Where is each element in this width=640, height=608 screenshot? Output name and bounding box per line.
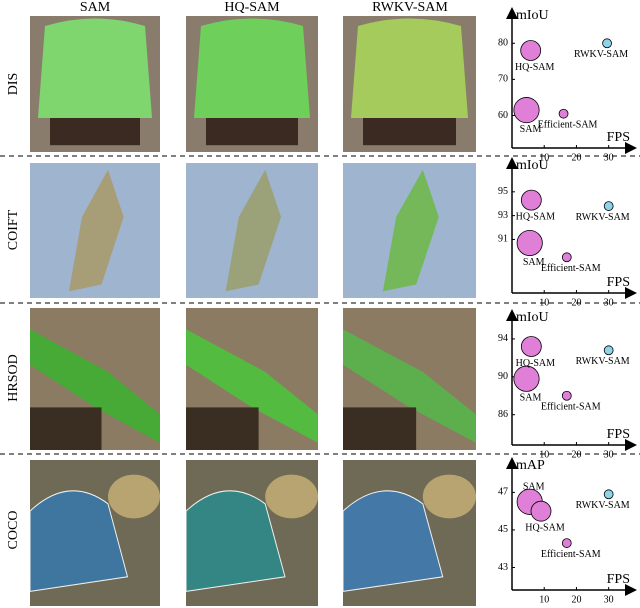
- y-axis-label: mIoU: [516, 310, 549, 325]
- photo-ground: [30, 407, 102, 450]
- segment-mask: [38, 18, 152, 118]
- bubble: [603, 201, 614, 211]
- x-tick-label: 10: [539, 449, 549, 460]
- y-tick-label: 45: [498, 524, 508, 535]
- bubble-label: Efficient-SAM: [541, 402, 601, 413]
- bubble: [513, 97, 540, 124]
- bubble: [520, 189, 542, 211]
- y-tick-label: 93: [498, 210, 508, 221]
- bubble-label: RWKV-SAM: [574, 49, 628, 60]
- bubble-label: RWKV-SAM: [576, 212, 630, 223]
- segment-mask: [422, 474, 476, 519]
- y-tick-label: 86: [498, 409, 508, 420]
- bubble: [513, 365, 540, 392]
- y-axis-label: mAP: [516, 458, 545, 473]
- y-tick-label: 90: [498, 371, 508, 382]
- y-tick-label: 91: [498, 234, 508, 245]
- column-header: HQ-SAM: [224, 0, 280, 15]
- column-header: RWKV-SAM: [372, 0, 448, 15]
- x-axis-label: FPS: [607, 130, 630, 145]
- y-tick-label: 94: [498, 333, 508, 344]
- y-tick-label: 47: [498, 487, 508, 498]
- row-label: COIFT: [6, 209, 21, 250]
- bubble: [561, 390, 572, 401]
- bubble: [516, 229, 543, 257]
- y-tick-label: 43: [498, 562, 508, 573]
- y-tick-label: 70: [498, 74, 508, 85]
- segment-mask: [185, 490, 286, 592]
- x-tick-label: 20: [571, 297, 581, 308]
- bubble-label: RWKV-SAM: [576, 356, 630, 367]
- bubble: [603, 489, 614, 500]
- segment-mask: [30, 329, 160, 443]
- y-axis-label: mIoU: [516, 8, 549, 23]
- segment-mask: [69, 169, 124, 292]
- bubble-label: HQ-SAM: [516, 211, 556, 222]
- x-tick-label: 10: [539, 594, 549, 605]
- photo-ground: [343, 407, 417, 450]
- bubble: [602, 38, 612, 49]
- segment-mask: [343, 329, 476, 443]
- bubble-label: HQ-SAM: [516, 358, 556, 369]
- column-header: SAM: [80, 0, 111, 15]
- segment-mask: [382, 169, 439, 292]
- segment-mask: [108, 474, 160, 519]
- bubble: [603, 345, 614, 356]
- y-tick-label: 60: [498, 110, 508, 121]
- x-tick-label: 30: [604, 449, 614, 460]
- segment-mask: [225, 169, 282, 292]
- row-label: DIS: [6, 73, 21, 96]
- x-tick-label: 10: [539, 152, 549, 163]
- y-tick-label: 95: [498, 186, 508, 197]
- bubble-label: HQ-SAM: [515, 62, 555, 73]
- x-tick-label: 20: [571, 152, 581, 163]
- segment-mask: [265, 474, 318, 519]
- y-tick-label: 80: [498, 38, 508, 49]
- segment-mask: [363, 118, 456, 146]
- x-axis-label: FPS: [607, 572, 630, 587]
- bubble: [530, 500, 552, 522]
- bubble: [558, 108, 569, 119]
- bubble: [561, 252, 572, 263]
- bubble-label: Efficient-SAM: [541, 549, 601, 560]
- bubble: [520, 40, 542, 61]
- x-tick-label: 20: [571, 449, 581, 460]
- row-label: COCO: [6, 511, 21, 550]
- bubble-label: SAM: [523, 257, 545, 268]
- segment-mask: [194, 18, 310, 118]
- bubble-label: SAM: [520, 393, 542, 404]
- segment-mask: [342, 490, 444, 592]
- bubble-label: Efficient-SAM: [541, 263, 601, 274]
- bubble-label: SAM: [520, 124, 542, 135]
- segment-mask: [50, 118, 140, 146]
- row-label: HRSOD: [6, 354, 21, 401]
- bubble-label: HQ-SAM: [525, 522, 565, 533]
- bubble: [520, 336, 542, 357]
- segment-mask: [351, 18, 468, 118]
- x-axis-label: FPS: [607, 427, 630, 442]
- x-tick-label: 20: [571, 594, 581, 605]
- bubble-label: Efficient-SAM: [538, 119, 598, 130]
- photo-ground: [186, 407, 259, 450]
- x-axis-label: FPS: [607, 275, 630, 290]
- bubble-label: RWKV-SAM: [576, 500, 630, 511]
- bubble-label: SAM: [523, 481, 545, 492]
- segment-mask: [186, 329, 318, 443]
- bubble: [561, 538, 572, 548]
- segment-mask: [206, 118, 298, 146]
- x-tick-label: 10: [539, 297, 549, 308]
- x-tick-label: 30: [604, 152, 614, 163]
- x-tick-label: 30: [604, 594, 614, 605]
- segment-mask: [29, 490, 129, 592]
- y-axis-label: mIoU: [516, 158, 549, 173]
- x-tick-label: 30: [604, 297, 614, 308]
